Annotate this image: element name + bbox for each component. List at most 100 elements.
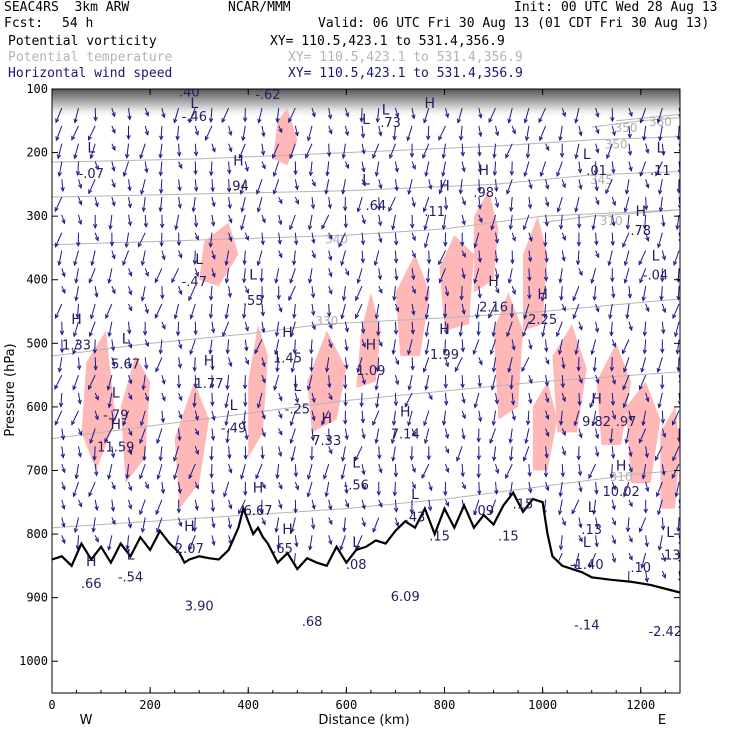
wind-vector-head: [125, 153, 130, 159]
wind-vector-head: [527, 204, 533, 210]
wind-vector-head: [274, 527, 279, 534]
wind-vector-head: [294, 542, 299, 548]
pv-contour-label: -.07: [79, 167, 104, 182]
wind-vector: [241, 196, 246, 212]
wind-vector-head: [394, 275, 399, 281]
wind-vector: [460, 125, 463, 140]
wind-vector-head: [610, 241, 615, 247]
wind-vector-head: [328, 449, 333, 455]
pv-contour-label: -.49: [221, 421, 246, 436]
wind-vector: [290, 428, 296, 444]
wind-vector: [89, 321, 96, 337]
pv-low-marker: L: [87, 141, 95, 157]
y-tick-label: 800: [26, 527, 48, 541]
wind-vector-head: [140, 189, 145, 196]
wind-vector: [638, 250, 647, 265]
wind-vector: [111, 499, 114, 511]
wind-vector-head: [93, 224, 98, 230]
wind-vector-head: [423, 439, 429, 445]
wind-vector-head: [644, 453, 649, 459]
wind-vector-head: [294, 398, 300, 404]
wind-vector-head: [307, 278, 313, 284]
wind-vector-head: [127, 329, 132, 335]
wind-vector: [321, 410, 330, 425]
wind-vector-head: [544, 381, 550, 387]
wind-vector-head: [111, 254, 116, 260]
wind-vector-head: [224, 421, 229, 427]
wind-vector: [278, 232, 281, 244]
wind-vector: [325, 481, 330, 497]
wind-vector: [278, 481, 283, 489]
wind-vector-head: [557, 510, 563, 516]
wind-vector: [659, 179, 663, 194]
wind-vector-head: [543, 242, 548, 248]
wind-vector: [74, 107, 79, 123]
wind-vector-head: [211, 272, 216, 278]
wind-vector: [459, 321, 463, 336]
wind-vector: [308, 214, 313, 230]
wind-vector-head: [111, 201, 116, 207]
wind-vector: [111, 481, 116, 490]
wind-vector-head: [411, 310, 416, 316]
wind-vector: [311, 517, 315, 529]
wind-vector-head: [341, 189, 346, 195]
wind-vector-head: [208, 296, 214, 302]
wind-vector-head: [261, 378, 266, 384]
pv-region: [473, 190, 499, 293]
wind-vector: [139, 428, 146, 444]
y-tick-label: 700: [26, 463, 48, 477]
wind-vector: [376, 392, 380, 408]
wind-vector: [94, 286, 98, 297]
wind-vector-head: [111, 484, 116, 490]
wind-vector: [411, 161, 416, 170]
wind-vector-head: [306, 136, 312, 142]
wind-vector-head: [274, 332, 280, 338]
wind-vector-head: [290, 528, 295, 534]
wind-vector-head: [228, 504, 233, 510]
wind-vector-head: [461, 200, 466, 206]
wind-vector-head: [660, 277, 665, 283]
wind-vector-head: [192, 367, 197, 373]
wind-vector: [257, 392, 263, 408]
wind-vector: [478, 357, 483, 365]
pv-contour-label: 7.14: [391, 428, 420, 443]
wind-vector-head: [144, 364, 149, 370]
wind-vector: [144, 339, 149, 347]
wind-vector-head: [125, 474, 130, 480]
wind-vector: [442, 161, 446, 177]
pv-contour-label: 5.67: [111, 358, 140, 373]
wind-vector: [561, 303, 566, 311]
wind-vector: [228, 143, 232, 152]
theta-contour-label: 310: [600, 214, 623, 228]
wind-vector: [144, 303, 149, 314]
wind-vector-head: [154, 278, 159, 284]
wind-vector-head: [577, 168, 583, 174]
wind-vector: [228, 232, 232, 242]
wind-vector: [394, 179, 398, 191]
pv-low-marker: L: [666, 525, 674, 541]
wind-vector-head: [426, 135, 431, 141]
wind-vector-head: [561, 235, 566, 241]
wind-vector-head: [356, 367, 361, 373]
wind-vector-head: [211, 202, 216, 208]
wind-vector-head: [77, 220, 83, 226]
wind-vector-head: [122, 421, 127, 427]
wind-vector-head: [454, 367, 459, 373]
wind-vector-head: [588, 563, 594, 569]
wind-vector: [361, 464, 365, 475]
wind-vector: [343, 517, 346, 532]
wind-vector-head: [177, 186, 182, 192]
wind-vector-head: [594, 523, 600, 529]
wind-vector: [161, 481, 164, 494]
pv-high-marker: H: [400, 404, 411, 420]
pv-label-layer: .40 -.62-.46.73-.07.94.64.11.98.01.11.78-…: [62, 89, 680, 640]
wind-vector-head: [394, 186, 399, 192]
wind-vector-head: [425, 278, 431, 284]
pv-contour-label: .09: [473, 504, 494, 519]
wind-vector-head: [356, 207, 361, 213]
wind-vector: [225, 303, 230, 319]
wind-vector-head: [625, 314, 630, 320]
wind-vector-head: [110, 346, 116, 352]
wind-vector: [461, 392, 465, 403]
wind-vector: [611, 214, 615, 226]
